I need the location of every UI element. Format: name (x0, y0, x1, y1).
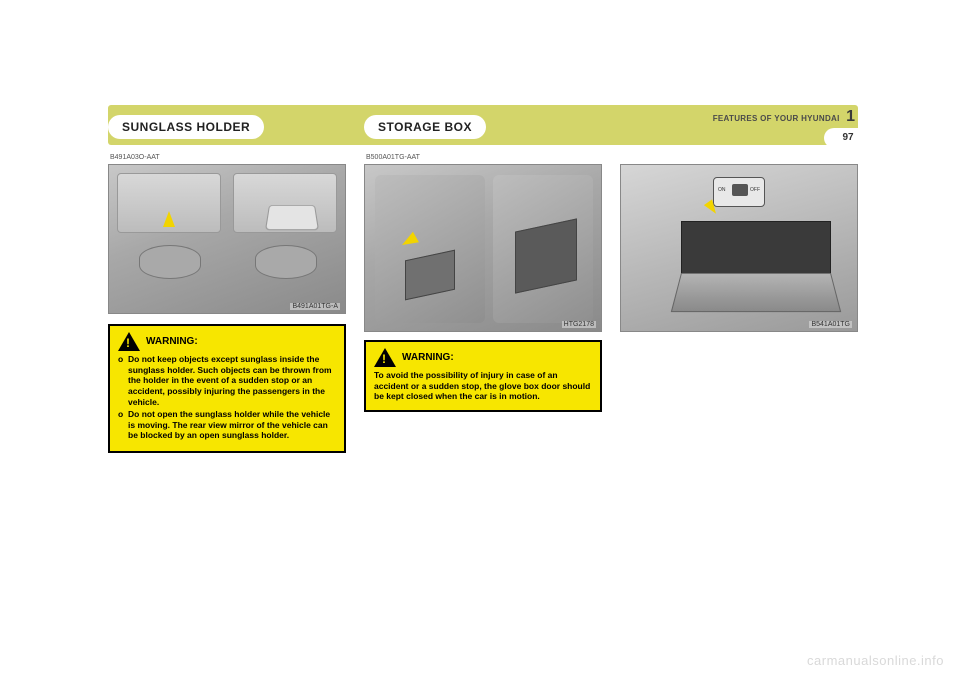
photo-glove-box: ON OFF B541A01TG (620, 164, 858, 332)
warning-text-2: To avoid the possibility of injury in ca… (374, 370, 592, 402)
column-glove-box: ON OFF B541A01TG The multi box may be op… (620, 148, 858, 453)
warning-text-1: oDo not keep objects except sunglass ins… (118, 354, 336, 441)
warning-title-2: WARNING: (402, 352, 454, 363)
photo-label-1: B491A01TG-A (290, 303, 340, 310)
content-columns: SUNGLASS HOLDER B491A03O-AAT B491A01TG-A… (108, 148, 858, 453)
warning-triangle-icon (374, 348, 396, 367)
watermark: carmanualsonline.info (807, 653, 944, 668)
arrow-up-icon (163, 211, 175, 227)
warning-header-2: WARNING: (374, 348, 592, 367)
photo-sunglass-holder: B491A01TG-A (108, 164, 346, 314)
section-tab-sunglass: SUNGLASS HOLDER (108, 115, 264, 139)
warning-triangle-icon (118, 332, 140, 351)
photo-label-3: B541A01TG (809, 321, 852, 328)
warning-bullet-1b: Do not open the sunglass holder while th… (128, 409, 336, 441)
ref-code-2: B500A01TG-AAT (366, 154, 602, 161)
photo-label-2: HTG2178 (562, 321, 596, 328)
airbag-switch-callout: ON OFF (713, 177, 765, 207)
ref-code-1: B491A03O-AAT (110, 154, 346, 161)
chapter-number: 1 (846, 108, 855, 126)
photo-storage-box: HTG2178 (364, 164, 602, 332)
switch-off-label: OFF (750, 187, 760, 193)
header-badge: FEATURES OF YOUR HYUNDAI 1 (713, 108, 855, 126)
warning-box-1: WARNING: oDo not keep objects except sun… (108, 324, 346, 453)
column-sunglass-holder: SUNGLASS HOLDER B491A03O-AAT B491A01TG-A… (108, 148, 346, 453)
warning-box-2: WARNING: To avoid the possibility of inj… (364, 340, 602, 412)
column-storage-box: STORAGE BOX B500A01TG-AAT HTG2178 WARNIN… (364, 148, 602, 453)
warning-bullet-1a: Do not keep objects except sunglass insi… (128, 354, 336, 407)
warning-title-1: WARNING: (146, 336, 198, 347)
switch-on-label: ON (718, 187, 726, 193)
section-tab-storage: STORAGE BOX (364, 115, 486, 139)
warning-header-1: WARNING: (118, 332, 336, 351)
header-text: FEATURES OF YOUR HYUNDAI (713, 114, 840, 123)
page-number: 97 (824, 128, 872, 148)
